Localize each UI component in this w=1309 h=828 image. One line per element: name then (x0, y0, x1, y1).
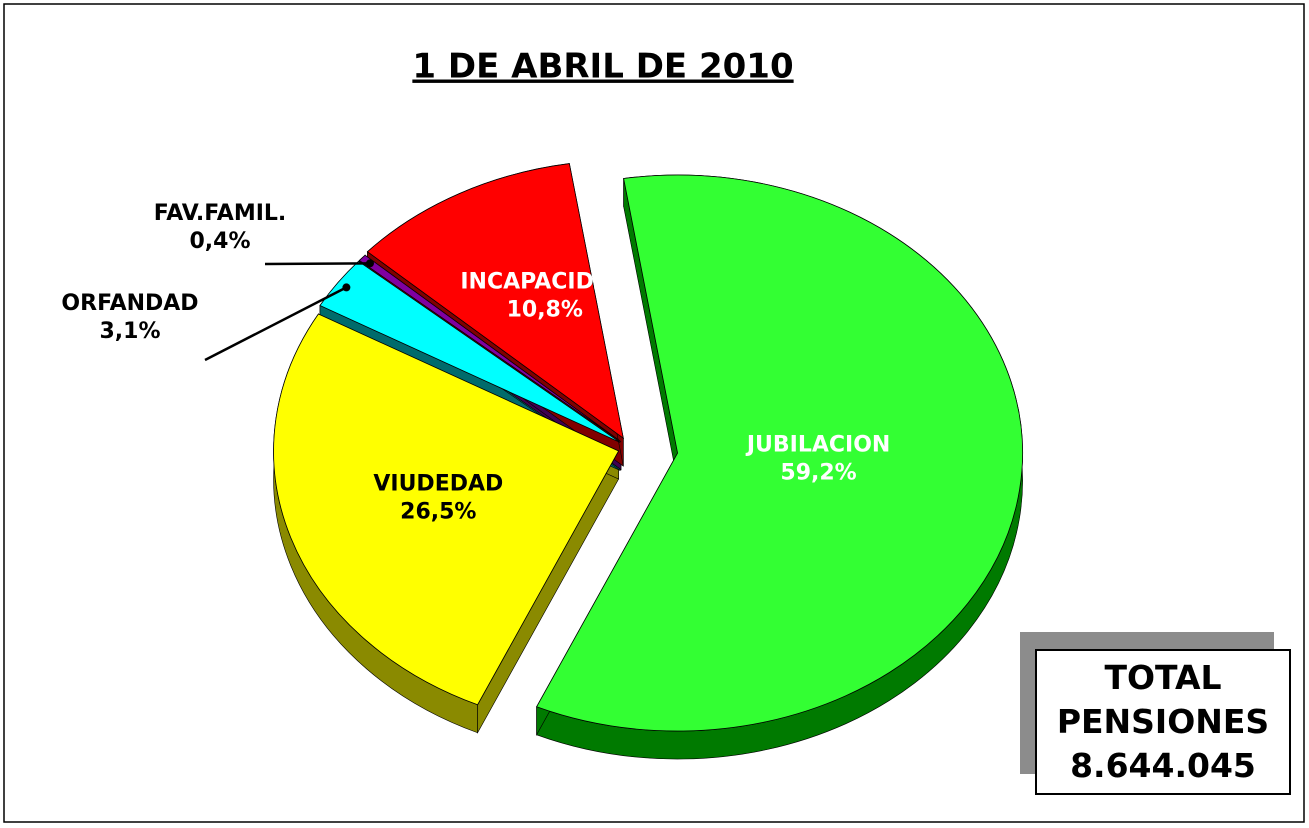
slice-value-label: 0,4% (189, 229, 250, 254)
leader-dot (365, 259, 374, 268)
chart-title: 1 DE ABRIL DE 2010 (412, 47, 793, 87)
slice-name: VIUDEDAD (373, 472, 503, 497)
slice-name: FAV.FAMIL. (154, 201, 287, 226)
total-value: 8.644.045 (1070, 746, 1256, 785)
total-box (1035, 649, 1291, 795)
slice-name: ORFANDAD (61, 291, 198, 316)
slice-name: JUBILACION (745, 432, 891, 457)
slice-value-label: 26,5% (400, 500, 476, 525)
total-box-text: TOTAL PENSIONES 8.644.045 (1056, 658, 1270, 785)
leader-dot (342, 283, 351, 292)
slice (358, 254, 622, 442)
slice-value-label: 10,8% (507, 297, 583, 322)
pie: JUBILACION 59,2% VIUDEDAD 26,5% ORFANDAD 3,1%… (61, 163, 1023, 760)
slice (319, 260, 621, 443)
total-label: TOTAL PENSIONES (1056, 658, 1270, 741)
slice-value-label: 3,1% (99, 319, 160, 344)
leader-line (264, 262, 370, 266)
slice-name: INCAPACIDAD (460, 269, 629, 294)
slice-value-label: 59,2% (780, 460, 856, 485)
slice (366, 163, 624, 440)
slice (273, 313, 620, 706)
slice (536, 174, 1023, 732)
leader-line (204, 286, 347, 362)
